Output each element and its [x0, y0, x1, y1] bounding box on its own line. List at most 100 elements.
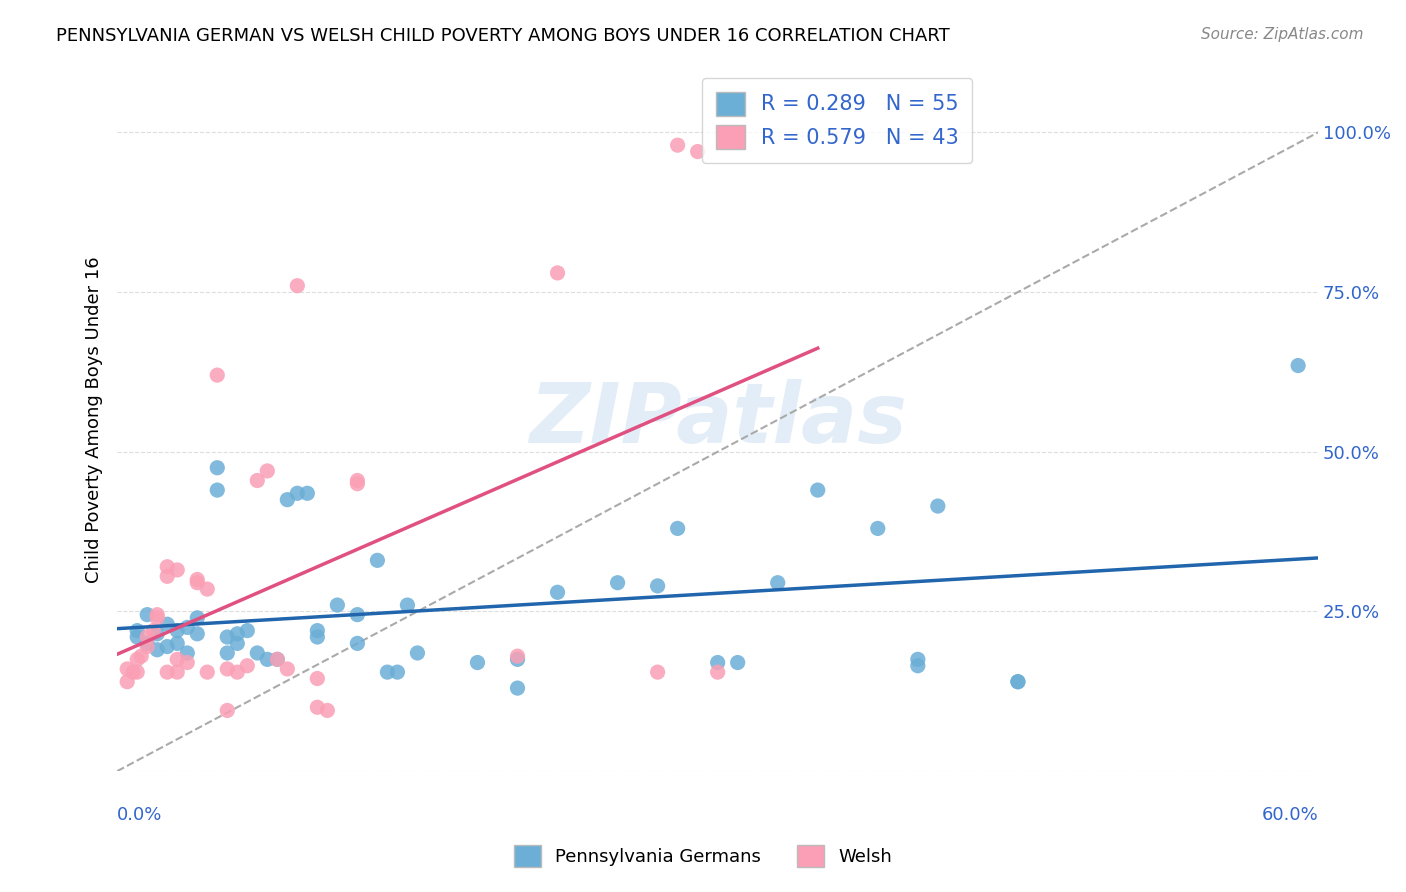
- Point: [217, 630, 239, 644]
- Point: [606, 575, 628, 590]
- Point: [307, 624, 329, 638]
- Point: [666, 521, 689, 535]
- Legend: R = 0.289   N = 55, R = 0.579   N = 43: R = 0.289 N = 55, R = 0.579 N = 43: [703, 78, 972, 162]
- Text: Source: ZipAtlas.com: Source: ZipAtlas.com: [1201, 27, 1364, 42]
- Point: [176, 620, 198, 634]
- Point: [387, 665, 409, 680]
- Text: ZIPatlas: ZIPatlas: [529, 379, 907, 460]
- Point: [166, 636, 188, 650]
- Point: [285, 278, 308, 293]
- Point: [307, 630, 329, 644]
- Point: [1286, 359, 1309, 373]
- Text: PENNSYLVANIA GERMAN VS WELSH CHILD POVERTY AMONG BOYS UNDER 16 CORRELATION CHART: PENNSYLVANIA GERMAN VS WELSH CHILD POVER…: [56, 27, 950, 45]
- Point: [136, 636, 159, 650]
- Point: [166, 652, 188, 666]
- Point: [927, 499, 949, 513]
- Point: [236, 658, 259, 673]
- Point: [276, 492, 298, 507]
- Point: [195, 582, 218, 596]
- Point: [156, 617, 179, 632]
- Point: [467, 656, 489, 670]
- Point: [366, 553, 388, 567]
- Point: [297, 486, 319, 500]
- Point: [217, 646, 239, 660]
- Point: [207, 483, 229, 497]
- Point: [346, 607, 368, 622]
- Point: [285, 486, 308, 500]
- Point: [146, 627, 169, 641]
- Point: [156, 640, 179, 654]
- Point: [547, 585, 569, 599]
- Point: [146, 611, 169, 625]
- Point: [166, 563, 188, 577]
- Point: [506, 681, 529, 695]
- Point: [156, 559, 179, 574]
- Point: [146, 642, 169, 657]
- Point: [346, 636, 368, 650]
- Point: [266, 652, 288, 666]
- Point: [136, 607, 159, 622]
- Point: [246, 646, 269, 660]
- Point: [1007, 674, 1029, 689]
- Point: [166, 665, 188, 680]
- Point: [186, 573, 208, 587]
- Point: [377, 665, 399, 680]
- Point: [136, 630, 159, 644]
- Point: [122, 665, 145, 680]
- Point: [226, 627, 249, 641]
- Y-axis label: Child Poverty Among Boys Under 16: Child Poverty Among Boys Under 16: [86, 257, 103, 583]
- Text: 60.0%: 60.0%: [1261, 806, 1319, 824]
- Point: [647, 665, 669, 680]
- Point: [176, 656, 198, 670]
- Point: [186, 627, 208, 641]
- Point: [307, 672, 329, 686]
- Point: [907, 658, 929, 673]
- Point: [176, 646, 198, 660]
- Point: [256, 652, 278, 666]
- Point: [406, 646, 429, 660]
- Point: [186, 575, 208, 590]
- Point: [276, 662, 298, 676]
- Legend: Pennsylvania Germans, Welsh: Pennsylvania Germans, Welsh: [506, 838, 900, 874]
- Point: [166, 624, 188, 638]
- Point: [127, 630, 149, 644]
- Point: [236, 624, 259, 638]
- Point: [127, 624, 149, 638]
- Point: [506, 649, 529, 664]
- Point: [346, 474, 368, 488]
- Point: [217, 662, 239, 676]
- Point: [256, 464, 278, 478]
- Point: [727, 656, 749, 670]
- Point: [686, 145, 709, 159]
- Point: [226, 636, 249, 650]
- Point: [706, 665, 728, 680]
- Point: [346, 476, 368, 491]
- Point: [316, 703, 339, 717]
- Point: [226, 665, 249, 680]
- Point: [766, 575, 789, 590]
- Point: [195, 665, 218, 680]
- Text: 0.0%: 0.0%: [117, 806, 163, 824]
- Point: [129, 649, 152, 664]
- Point: [207, 368, 229, 383]
- Point: [326, 598, 349, 612]
- Point: [156, 569, 179, 583]
- Point: [1007, 674, 1029, 689]
- Point: [907, 652, 929, 666]
- Point: [266, 652, 288, 666]
- Point: [127, 652, 149, 666]
- Point: [142, 624, 165, 638]
- Point: [127, 665, 149, 680]
- Point: [136, 640, 159, 654]
- Point: [666, 138, 689, 153]
- Point: [547, 266, 569, 280]
- Point: [866, 521, 889, 535]
- Point: [115, 674, 138, 689]
- Point: [146, 607, 169, 622]
- Point: [156, 665, 179, 680]
- Point: [396, 598, 419, 612]
- Point: [217, 703, 239, 717]
- Point: [207, 460, 229, 475]
- Point: [807, 483, 830, 497]
- Point: [246, 474, 269, 488]
